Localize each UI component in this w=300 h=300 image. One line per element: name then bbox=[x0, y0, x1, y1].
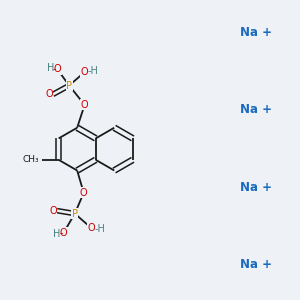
Text: -: - bbox=[59, 228, 63, 238]
Text: Na +: Na + bbox=[239, 103, 272, 116]
Text: Na +: Na + bbox=[239, 181, 272, 194]
Text: O: O bbox=[81, 67, 88, 77]
Text: O: O bbox=[80, 188, 88, 198]
Text: O: O bbox=[45, 89, 53, 99]
Text: O: O bbox=[87, 223, 95, 233]
Text: O: O bbox=[81, 100, 88, 110]
Text: Na +: Na + bbox=[239, 258, 272, 271]
Text: CH₃: CH₃ bbox=[23, 155, 39, 164]
Text: P: P bbox=[66, 80, 72, 91]
Text: -: - bbox=[52, 64, 56, 74]
Text: Na +: Na + bbox=[239, 26, 272, 39]
Text: O: O bbox=[49, 206, 57, 216]
Text: O: O bbox=[60, 228, 67, 238]
Text: -H: -H bbox=[94, 224, 105, 234]
Text: H: H bbox=[53, 229, 61, 239]
Text: O: O bbox=[53, 64, 61, 74]
Text: P: P bbox=[72, 208, 78, 219]
Text: -H: -H bbox=[88, 66, 98, 76]
Text: H: H bbox=[47, 63, 54, 73]
